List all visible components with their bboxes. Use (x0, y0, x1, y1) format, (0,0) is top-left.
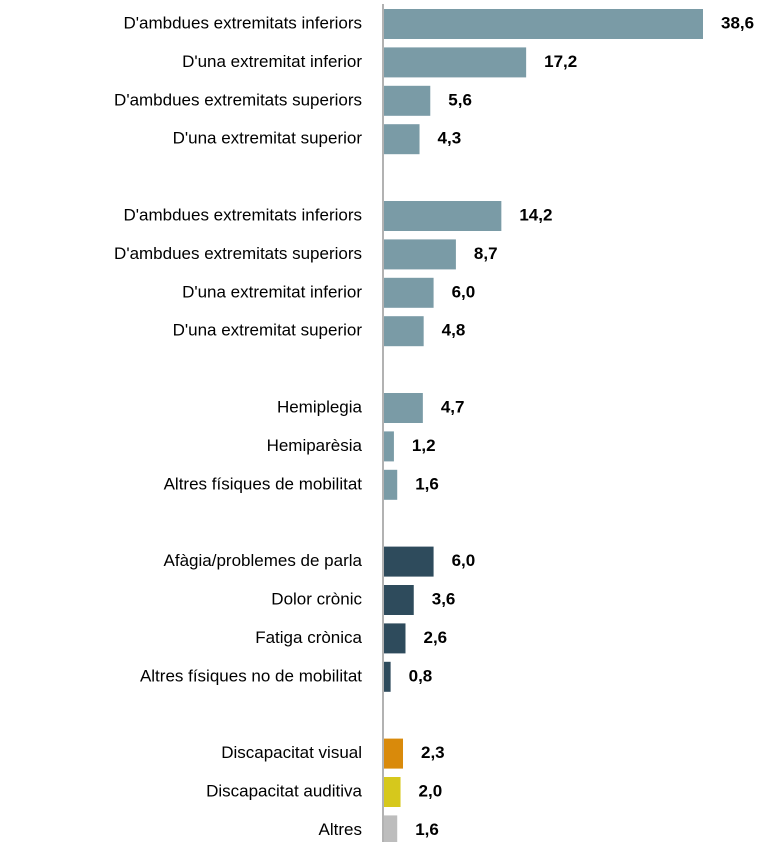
category-label: D'una extremitat superior (173, 129, 363, 148)
bar (384, 738, 404, 769)
category-label: Discapacitat auditiva (206, 781, 362, 800)
bar (384, 239, 456, 270)
category-label: D'una extremitat inferior (182, 282, 362, 301)
bar (384, 431, 394, 462)
bar (384, 124, 420, 155)
bar (384, 661, 391, 692)
bar (384, 393, 423, 423)
value-label: 8,7 (474, 244, 498, 263)
value-label: 1,6 (415, 820, 439, 839)
bar (384, 47, 527, 78)
bar (384, 469, 398, 500)
category-label: D'ambdues extremitats inferiors (124, 13, 363, 32)
category-label: D'ambdues extremitats superiors (114, 244, 362, 263)
category-label: Discapacitat visual (221, 743, 362, 762)
bar (384, 9, 703, 39)
bar (384, 201, 502, 231)
bar (384, 777, 401, 807)
value-label: 2,0 (419, 781, 443, 800)
category-label: D'una extremitat superior (173, 321, 363, 340)
value-label: 0,8 (409, 666, 433, 685)
category-label: D'una extremitat inferior (182, 52, 362, 71)
value-label: 14,2 (519, 205, 552, 224)
category-label: Altres físiques no de mobilitat (140, 666, 362, 685)
category-label: D'ambdues extremitats superiors (114, 90, 362, 109)
value-label: 1,6 (415, 474, 439, 493)
category-label: Fatiga crònica (255, 628, 362, 647)
value-label: 4,8 (442, 321, 466, 340)
value-label: 1,2 (412, 436, 436, 455)
category-label: Afàgia/problemes de parla (164, 551, 363, 570)
value-label: 6,0 (452, 282, 476, 301)
bar (384, 815, 398, 846)
value-label: 2,6 (423, 628, 447, 647)
category-label: Hemiplegia (277, 397, 363, 416)
value-label: 4,3 (438, 129, 462, 148)
value-label: 6,0 (452, 551, 476, 570)
bar (384, 585, 414, 615)
value-label: 3,6 (432, 589, 456, 608)
category-label: Dolor crònic (271, 589, 362, 608)
category-label: D'ambdues extremitats inferiors (124, 205, 363, 224)
category-label: Hemiparèsia (267, 436, 363, 455)
bar (384, 623, 406, 654)
bar (384, 546, 434, 577)
bar (384, 277, 434, 308)
value-label: 4,7 (441, 397, 465, 416)
bar (384, 85, 431, 116)
category-label: Altres físiques de mobilitat (164, 474, 363, 493)
value-label: 5,6 (448, 90, 472, 109)
category-label: Altres (319, 820, 362, 839)
value-label: 2,3 (421, 743, 445, 762)
bar (384, 316, 424, 347)
value-label: 38,6 (721, 13, 754, 32)
value-label: 17,2 (544, 52, 577, 71)
